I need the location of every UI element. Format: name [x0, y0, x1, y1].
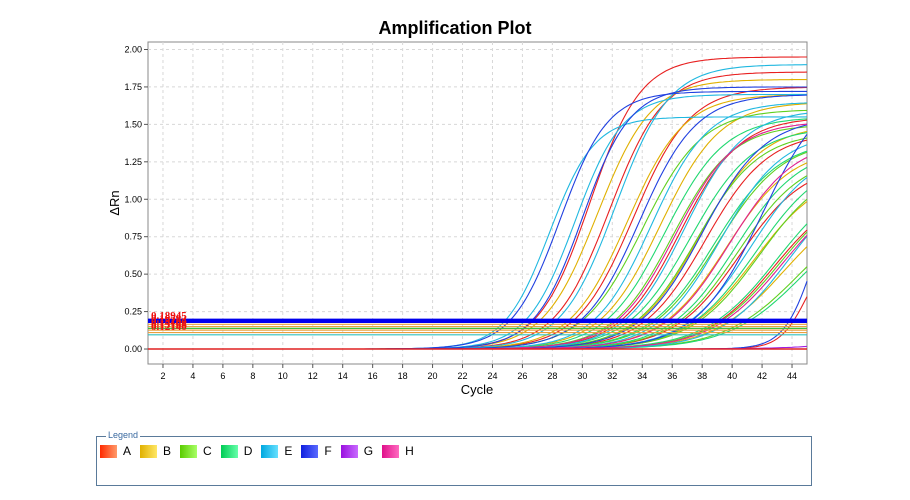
legend-item-d: D [220, 444, 253, 458]
y-axis-ticks: 0.00 0.25 0.50 0.75 1.00 1.25 1.50 1.75 2.00 [124, 44, 148, 354]
curve-b [148, 79, 807, 350]
amplification-curves [148, 56, 808, 350]
x-tick-label: 18 [398, 371, 408, 381]
legend-label: B [163, 444, 172, 458]
y-tick-label: 0.75 [124, 232, 142, 242]
x-tick-label: 42 [757, 371, 767, 381]
legend-item-c: C [180, 445, 212, 458]
x-tick-label: 4 [190, 371, 195, 381]
legend-item-b: B [140, 445, 171, 458]
curve-d [148, 132, 808, 350]
threshold-value-label: 0.12140 [151, 321, 187, 333]
legend-swatch [100, 445, 117, 458]
threshold-value-label: 0.15234 [151, 315, 187, 327]
x-tick-label: 40 [727, 371, 737, 381]
y-tick-label: 1.50 [124, 119, 142, 129]
curve-c [148, 109, 808, 350]
legend-swatch [340, 445, 358, 458]
x-tick-label: 10 [278, 371, 288, 381]
legend-swatch [261, 445, 279, 458]
chart-title: Amplification Plot [379, 18, 532, 38]
legend-label: A [123, 444, 132, 458]
y-tick-label: 1.25 [124, 157, 142, 167]
y-tick-label: 0.50 [124, 269, 142, 279]
y-tick-label: 0.00 [124, 344, 142, 354]
curve-c [148, 231, 808, 350]
y-tick-label: 1.75 [124, 82, 142, 92]
legend-label: F [324, 444, 332, 458]
x-tick-label: 6 [220, 371, 225, 381]
x-tick-label: 8 [250, 371, 255, 381]
legend-item-e: E [261, 445, 292, 458]
legend-label: D [243, 444, 253, 458]
curve-d [148, 190, 808, 350]
y-axis-label: ΔRn [107, 190, 122, 215]
x-tick-label: 28 [547, 371, 557, 381]
x-tick-label: 26 [517, 371, 527, 381]
curve-a [148, 229, 808, 350]
curve-b [148, 130, 808, 350]
legend-label: E [284, 444, 293, 458]
legend-swatch [180, 445, 198, 458]
x-tick-label: 14 [338, 371, 348, 381]
legend-swatch [382, 445, 400, 458]
x-axis-ticks: 2 4 6 8 10 12 14 16 18 20 22 24 26 28 30 32 34 36 38 40 42 44 [160, 364, 797, 381]
threshold-value-label: 0.14102 [151, 317, 187, 329]
legend-swatch [301, 445, 319, 458]
curve-e [148, 176, 808, 350]
threshold-value-label: 0.16782 [151, 313, 187, 325]
curve-c [148, 175, 808, 350]
amplification-chart: Amplification Plot 2 4 6 8 10 12 14 16 18 20 22 24 2… [107, 18, 808, 397]
threshold-value-label: 0.13168 [151, 319, 187, 331]
grid-lines [148, 42, 807, 364]
x-tick-label: 20 [428, 371, 438, 381]
legend-swatch [140, 445, 158, 458]
legend-title: Legend [106, 430, 141, 441]
x-tick-label: 32 [607, 371, 617, 381]
x-tick-label: 44 [787, 371, 797, 381]
x-tick-label: 38 [697, 371, 707, 381]
x-tick-label: 16 [368, 371, 378, 381]
legend-item-g: G [340, 444, 374, 458]
legend-label: C [203, 444, 212, 458]
legend-swatch [220, 445, 238, 458]
curve-f [148, 133, 808, 350]
legend-label: G [363, 444, 374, 458]
curve-a [148, 139, 808, 350]
legend-label: H [405, 444, 414, 458]
x-tick-label: 12 [308, 371, 318, 381]
legend-items: A B C D E F G H [100, 445, 423, 458]
y-tick-label: 0.25 [124, 307, 142, 317]
x-tick-label: 34 [637, 371, 647, 381]
curve-c [148, 137, 808, 350]
x-tick-label: 2 [160, 371, 165, 381]
y-tick-label: 2.00 [124, 44, 142, 54]
threshold-lines [148, 318, 807, 336]
curve-c [148, 266, 808, 350]
x-axis-label: Cycle [461, 382, 494, 397]
legend-item-a: A [100, 445, 131, 458]
plot-area-frame [147, 41, 808, 365]
y-tick-label: 1.00 [124, 194, 142, 204]
legend-item-f: F [301, 444, 332, 458]
threshold-labels: 0.189450.167820.152340.141020.131680.121… [151, 310, 187, 333]
curve-e [148, 144, 808, 350]
x-tick-label: 36 [667, 371, 677, 381]
x-tick-label: 24 [487, 371, 497, 381]
curve-a [148, 71, 808, 350]
x-tick-label: 22 [458, 371, 468, 381]
legend-box [96, 436, 812, 486]
x-tick-label: 30 [577, 371, 587, 381]
legend-item-h: H [382, 445, 414, 458]
threshold-value-label: 0.18945 [151, 310, 187, 322]
